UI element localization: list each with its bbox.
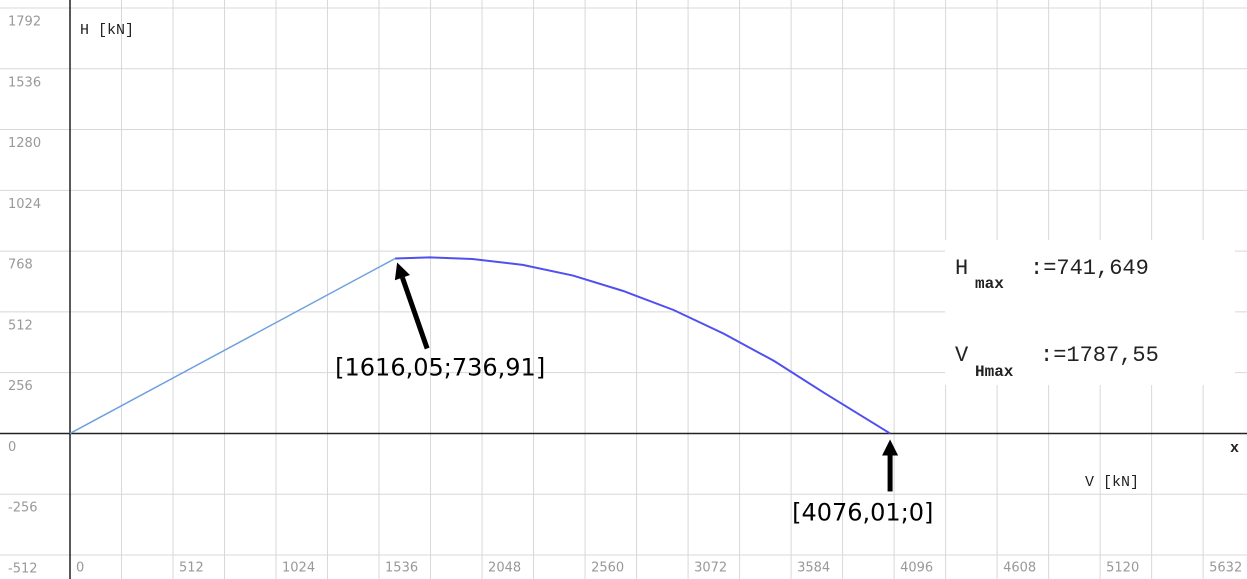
line-series: [395, 256, 891, 435]
arrow-head: [882, 439, 899, 456]
x-tick-label: 5120: [1106, 561, 1139, 576]
result-symbol: H: [955, 256, 968, 281]
annotation: [4076,01;0]: [792, 498, 933, 526]
x-tick-label: 5632: [1209, 561, 1242, 576]
x-tick-label: 1024: [282, 561, 315, 576]
result-value: :=741,649: [1030, 256, 1149, 281]
x-tick-label: 2048: [488, 561, 521, 576]
y-tick-label: 0: [8, 440, 16, 455]
arrow-shaft: [400, 276, 430, 350]
x-tick-label: 2560: [591, 561, 624, 576]
arrow-head: [394, 262, 410, 281]
x-tick-label: 4096: [900, 561, 933, 576]
x-tick-label: 3072: [694, 561, 727, 576]
x-tick-label: 1536: [385, 561, 418, 576]
result-subscript: max: [975, 275, 1004, 293]
y-tick-label: 1280: [8, 136, 41, 151]
results-box: [945, 240, 1235, 385]
result-value: :=1787,55: [1040, 343, 1159, 368]
x-tick-label: 4608: [1003, 561, 1036, 576]
y-tick-label: 512: [8, 318, 33, 333]
x-tick-label: 3584: [797, 561, 830, 576]
result-symbol: V: [955, 343, 969, 368]
y-tick-label: 1024: [8, 197, 41, 212]
y-tick-label: -256: [8, 501, 38, 516]
y-tick-label: 1792: [8, 15, 41, 30]
plot: [1616,05;736,91] [4076,01;0]: [69, 256, 933, 526]
y-tick-label: 256: [8, 379, 33, 394]
x-axis-name: x: [1230, 440, 1239, 457]
result-subscript: Hmax: [975, 363, 1014, 381]
annotation: [1616,05;736,91]: [335, 353, 545, 381]
y-tick-label: -512: [8, 562, 38, 577]
x-tick-label: 512: [179, 561, 204, 576]
y-axis-label: H [kN]: [80, 22, 134, 39]
line-series: [69, 257, 396, 435]
y-tick-label: 768: [8, 258, 33, 273]
y-tick-label: 1536: [8, 75, 41, 90]
x-tick-label: 0: [76, 561, 84, 576]
x-axis-label: V [kN]: [1085, 474, 1139, 491]
